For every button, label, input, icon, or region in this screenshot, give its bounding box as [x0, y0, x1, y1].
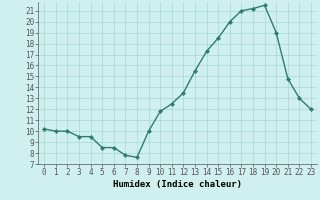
X-axis label: Humidex (Indice chaleur): Humidex (Indice chaleur) — [113, 180, 242, 189]
